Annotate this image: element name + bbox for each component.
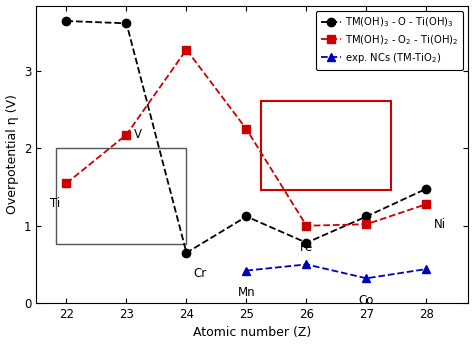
Legend: TM(OH)$_3$ - O - Ti(OH)$_3$, TM(OH)$_2$ - O$_2$ - Ti(OH)$_2$, exp. NCs (TM-TiO$_: TM(OH)$_3$ - O - Ti(OH)$_3$, TM(OH)$_2$ … [316,11,464,70]
Line: TM(OH)$_3$ - O - Ti(OH)$_3$: TM(OH)$_3$ - O - Ti(OH)$_3$ [62,17,430,257]
TM(OH)$_2$ - O$_2$ - Ti(OH)$_2$ [183,48,189,52]
TM(OH)$_2$ - O$_2$ - Ti(OH)$_2$ [244,127,249,131]
TM(OH)$_2$ - O$_2$ - Ti(OH)$_2$ [424,202,429,206]
TM(OH)$_3$ - O - Ti(OH)$_3$ [64,19,69,23]
Text: Ni: Ni [434,218,446,231]
TM(OH)$_3$ - O - Ti(OH)$_3$ [244,215,249,219]
Bar [56,148,185,244]
Text: Fe: Fe [300,241,313,254]
Text: Co: Co [359,294,374,307]
Line: exp. NCs (TM-TiO$_2$): exp. NCs (TM-TiO$_2$) [242,260,430,283]
exp. NCs (TM-TiO$_2$) [364,276,369,280]
TM(OH)$_3$ - O - Ti(OH)$_3$ [304,241,310,245]
Y-axis label: Overpotential η (V): Overpotential η (V) [6,94,18,214]
TM(OH)$_3$ - O - Ti(OH)$_3$ [424,187,429,191]
exp. NCs (TM-TiO$_2$) [244,268,249,273]
TM(OH)$_2$ - O$_2$ - Ti(OH)$_2$ [304,224,310,228]
X-axis label: Atomic number (Z): Atomic number (Z) [193,326,311,339]
Text: Mn: Mn [237,286,255,299]
exp. NCs (TM-TiO$_2$) [304,262,310,266]
Bar [261,101,391,190]
Line: TM(OH)$_2$ - O$_2$ - Ti(OH)$_2$: TM(OH)$_2$ - O$_2$ - Ti(OH)$_2$ [62,46,430,230]
TM(OH)$_3$ - O - Ti(OH)$_3$ [183,251,189,255]
Text: V: V [134,128,142,141]
Text: Cr: Cr [194,267,207,280]
TM(OH)$_3$ - O - Ti(OH)$_3$ [364,215,369,219]
Text: Ti: Ti [50,197,61,210]
exp. NCs (TM-TiO$_2$) [424,267,429,271]
TM(OH)$_2$ - O$_2$ - Ti(OH)$_2$ [124,132,129,137]
TM(OH)$_2$ - O$_2$ - Ti(OH)$_2$ [364,222,369,226]
TM(OH)$_2$ - O$_2$ - Ti(OH)$_2$ [64,181,69,185]
TM(OH)$_3$ - O - Ti(OH)$_3$ [124,21,129,26]
